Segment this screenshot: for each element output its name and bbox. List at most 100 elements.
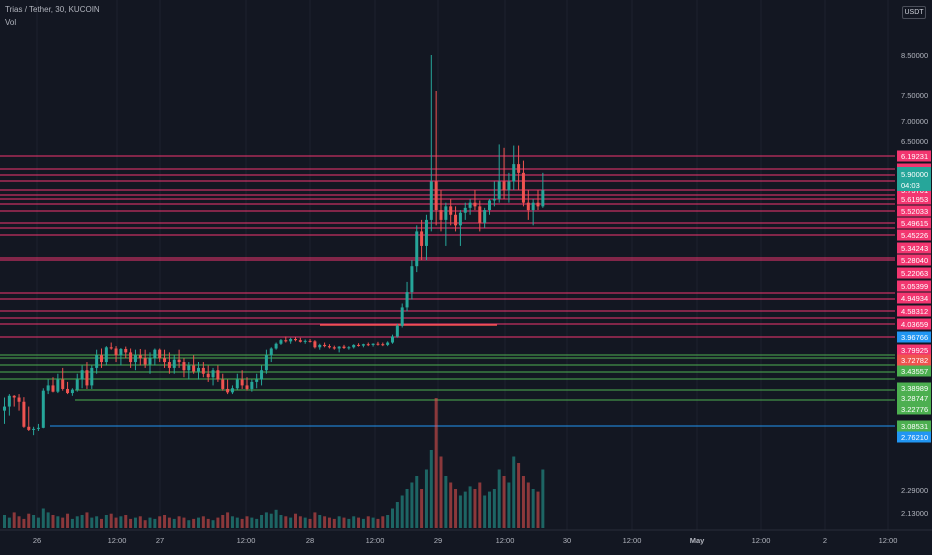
candle[interactable]: [260, 365, 264, 386]
volume-bar[interactable]: [245, 516, 249, 528]
volume-bar[interactable]: [163, 515, 167, 528]
volume-bar[interactable]: [298, 516, 302, 528]
level-label[interactable]: 5.34243: [897, 242, 931, 254]
volume-bar[interactable]: [512, 456, 516, 529]
volume-bar[interactable]: [153, 518, 157, 528]
volume-bar[interactable]: [240, 518, 244, 528]
level-label[interactable]: 5.52033: [897, 205, 931, 217]
volume-bar[interactable]: [526, 482, 530, 529]
candle[interactable]: [216, 365, 220, 382]
volume-bar[interactable]: [434, 398, 438, 528]
candle[interactable]: [294, 337, 297, 342]
level-label[interactable]: 3.38989: [897, 382, 931, 394]
candle[interactable]: [114, 346, 118, 363]
volume-bar[interactable]: [70, 518, 74, 528]
volume-bar[interactable]: [313, 512, 317, 528]
level-label[interactable]: 5.45226: [897, 229, 931, 241]
candle[interactable]: [502, 147, 506, 199]
volume-bar[interactable]: [541, 469, 545, 529]
volume-bar[interactable]: [347, 518, 351, 528]
volume-bar[interactable]: [386, 515, 390, 528]
level-label[interactable]: 5.05399: [897, 280, 931, 292]
volume-bar[interactable]: [61, 517, 65, 528]
candle[interactable]: [429, 55, 433, 232]
level-label[interactable]: 3.22776: [897, 403, 931, 415]
candle[interactable]: [22, 397, 26, 428]
volume-bar[interactable]: [250, 517, 254, 528]
candle[interactable]: [235, 373, 239, 390]
volume-bar[interactable]: [260, 515, 264, 528]
candle[interactable]: [439, 190, 443, 232]
volume-bar[interactable]: [357, 517, 361, 528]
level-label[interactable]: 4.03659: [897, 318, 931, 330]
volume-bar[interactable]: [46, 512, 50, 528]
volume-bar[interactable]: [289, 517, 293, 528]
level-label[interactable]: 3.72782: [897, 354, 931, 366]
candle[interactable]: [323, 342, 327, 348]
volume-bar[interactable]: [27, 513, 31, 528]
volume-bar[interactable]: [468, 486, 472, 528]
volume-bar[interactable]: [444, 476, 448, 528]
candle[interactable]: [172, 355, 176, 374]
volume-bar[interactable]: [327, 517, 331, 528]
volume-bar[interactable]: [226, 512, 230, 528]
volume-bar[interactable]: [473, 489, 477, 528]
level-label[interactable]: 5.49615: [897, 217, 931, 229]
volume-bar[interactable]: [323, 516, 327, 528]
volume-bar[interactable]: [66, 513, 70, 528]
volume-bar[interactable]: [269, 513, 273, 528]
candle[interactable]: [51, 377, 55, 393]
candle[interactable]: [507, 172, 511, 203]
volume-bar[interactable]: [95, 516, 99, 528]
volume-bar[interactable]: [337, 516, 341, 528]
candle[interactable]: [182, 358, 186, 378]
volume-bar[interactable]: [395, 502, 399, 528]
candle[interactable]: [104, 346, 108, 366]
volume-bar[interactable]: [133, 517, 137, 528]
volume-bar[interactable]: [410, 482, 414, 529]
volume-bar[interactable]: [143, 520, 147, 528]
volume-bar[interactable]: [187, 520, 191, 528]
candle[interactable]: [32, 426, 36, 436]
candle[interactable]: [230, 385, 234, 395]
volume-bar[interactable]: [507, 482, 511, 529]
level-label[interactable]: 3.08531: [897, 420, 931, 432]
candle[interactable]: [395, 323, 399, 338]
volume-bar[interactable]: [391, 508, 394, 529]
candle[interactable]: [298, 337, 302, 343]
candle[interactable]: [245, 377, 249, 391]
level-label[interactable]: 3.28747: [897, 392, 931, 404]
candle[interactable]: [138, 348, 142, 366]
volume-bar[interactable]: [167, 517, 171, 528]
volume-bar[interactable]: [7, 517, 11, 528]
volume-bar[interactable]: [119, 516, 123, 528]
candle[interactable]: [541, 172, 545, 208]
volume-bar[interactable]: [294, 513, 297, 528]
volume-bar[interactable]: [454, 489, 458, 528]
candle[interactable]: [124, 346, 128, 359]
candle[interactable]: [109, 342, 113, 350]
candle[interactable]: [463, 202, 467, 220]
candle[interactable]: [352, 344, 356, 349]
candle[interactable]: [46, 379, 50, 395]
volume-bar[interactable]: [274, 509, 278, 528]
candle[interactable]: [488, 199, 491, 215]
volume-bar[interactable]: [129, 518, 133, 528]
candle[interactable]: [512, 145, 516, 191]
candle[interactable]: [187, 362, 191, 380]
volume-bar[interactable]: [124, 515, 128, 528]
volume-bar[interactable]: [85, 512, 89, 528]
level-label[interactable]: 4.58312: [897, 305, 931, 317]
candle[interactable]: [17, 394, 21, 411]
candle[interactable]: [284, 336, 288, 343]
volume-bar[interactable]: [182, 517, 186, 528]
candle[interactable]: [274, 342, 278, 350]
currency-button[interactable]: USDT: [902, 6, 926, 19]
volume-bar[interactable]: [449, 482, 453, 529]
candle[interactable]: [526, 190, 530, 220]
candle[interactable]: [376, 341, 380, 346]
candle[interactable]: [264, 349, 268, 374]
volume-bar[interactable]: [429, 450, 433, 528]
volume-bar[interactable]: [415, 476, 419, 528]
candle[interactable]: [36, 423, 40, 431]
